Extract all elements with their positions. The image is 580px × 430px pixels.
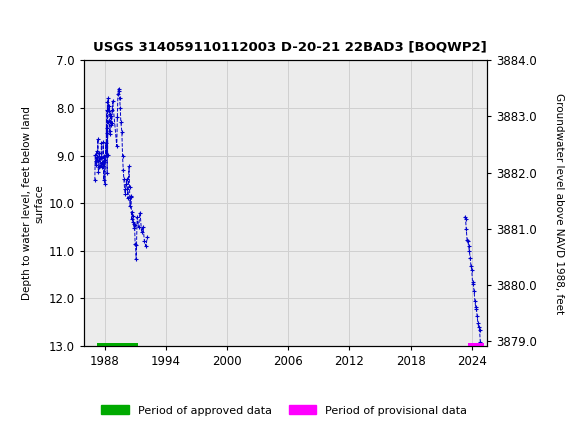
Y-axis label: Depth to water level, feet below land
surface: Depth to water level, feet below land su…	[21, 106, 45, 300]
Y-axis label: Groundwater level above NAVD 1988, feet: Groundwater level above NAVD 1988, feet	[554, 92, 564, 314]
Text: ≋ USGS: ≋ USGS	[7, 12, 84, 31]
Text: USGS 314059110112003 D-20-21 22BAD3 [BOQWP2]: USGS 314059110112003 D-20-21 22BAD3 [BOQ…	[93, 41, 487, 54]
Legend: Period of approved data, Period of provisional data: Period of approved data, Period of provi…	[97, 401, 472, 420]
